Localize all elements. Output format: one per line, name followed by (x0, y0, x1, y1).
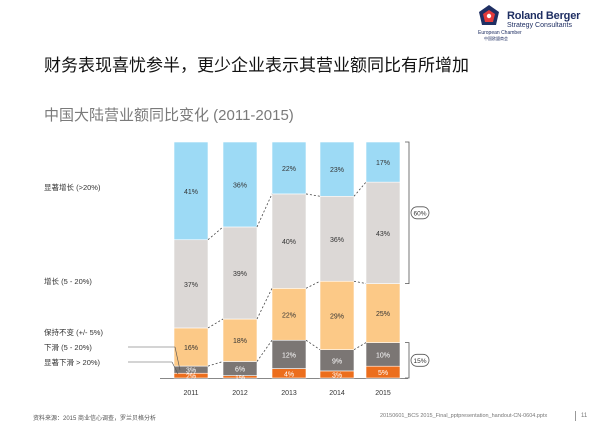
bar-segment (173, 239, 209, 329)
bar-segment (222, 141, 258, 228)
data-label: 5% (378, 370, 388, 377)
connector-line (305, 339, 321, 351)
bar-segment (271, 288, 307, 341)
bar-segment (319, 141, 355, 197)
data-label: 10% (376, 352, 390, 359)
data-label: 18% (233, 338, 247, 345)
page-number: 11 (581, 413, 588, 419)
data-label: 3% (186, 368, 196, 375)
x-tick-label: 2014 (329, 390, 345, 397)
data-label: 43% (376, 231, 390, 238)
data-label: 23% (330, 167, 344, 174)
logo-chamber: European Chamber (478, 30, 522, 36)
data-label: 36% (330, 237, 344, 244)
legend-leader-line (174, 346, 181, 371)
legend-label: 显著增长 (>20%) (44, 182, 101, 192)
connector-line (353, 280, 367, 284)
legend-label: 下滑 (5 - 20%) (44, 342, 92, 352)
bracket-decline-line (405, 342, 410, 379)
bar-segment (271, 141, 307, 195)
legend-label: 显著下滑 > 20%) (44, 357, 101, 367)
legend-leader-line (171, 361, 179, 375)
bar-segment (319, 280, 355, 350)
bar-segment (173, 141, 209, 241)
footer-source: 资料来源：2015 商业信心调查，罗兰贝格分析 (33, 416, 157, 422)
bar-segment (365, 283, 401, 343)
data-label: 4% (284, 371, 294, 378)
connector-line (305, 280, 321, 289)
bracket-growth-label: 60% (413, 210, 426, 217)
page-headline: 财务表现喜忧参半，更少企业表示其营业额同比有所增加 (44, 56, 469, 75)
bar-segment (222, 318, 258, 362)
bar-segment (319, 195, 355, 282)
connector-line (207, 226, 224, 241)
bar-segment (173, 327, 209, 367)
bracket-decline-label: 15% (413, 358, 426, 365)
logo-chamber-cn: 中国欧盟商会 (484, 36, 508, 41)
bar-segment (271, 339, 307, 369)
data-label: 41% (184, 189, 198, 196)
bar-segment (222, 226, 258, 320)
data-label: 40% (282, 239, 296, 246)
data-label: 6% (235, 367, 245, 374)
x-tick-label: 2012 (232, 390, 248, 397)
connector-line (256, 340, 273, 362)
data-label: 39% (233, 271, 247, 278)
bracket-growth-line (405, 141, 410, 284)
legend-label: 增长 (5 - 20%) (44, 276, 92, 286)
footer-divider (575, 411, 576, 421)
roland-berger-logo: Roland Berger Strategy Consultants Europ… (478, 4, 608, 41)
data-label: 22% (282, 166, 296, 173)
connector-line (353, 342, 367, 351)
logo-emblem-icon (479, 5, 499, 25)
data-label: 16% (184, 345, 198, 352)
data-label: 29% (330, 313, 344, 320)
legend-label: 保持不变 (+/- 5%) (44, 327, 103, 337)
connector-line (256, 288, 273, 320)
x-tick-label: 2015 (375, 390, 391, 397)
data-label: 17% (376, 160, 390, 167)
footer-file-name: 20150601_BCS 2015_Final_pptpresentation_… (380, 413, 548, 419)
data-label: 25% (376, 311, 390, 318)
connector-line (305, 193, 321, 197)
x-tick-label: 2013 (281, 390, 297, 397)
data-label: 2% (186, 374, 196, 381)
logo-tagline: Strategy Consultants (507, 22, 572, 29)
data-label: 1% (235, 375, 245, 382)
bracket-decline-badge (410, 353, 430, 367)
connector-line (207, 318, 224, 329)
data-label: 37% (184, 282, 198, 289)
data-label: 9% (332, 358, 342, 365)
data-label: 36% (233, 182, 247, 189)
chart-title: 中国大陆营业额同比变化 (2011-2015) (44, 107, 294, 124)
data-label: 3% (332, 372, 342, 379)
data-label: 12% (282, 352, 296, 359)
bar-segment (365, 181, 401, 284)
bracket-growth-badge (410, 206, 430, 220)
x-tick-label: 2011 (183, 390, 198, 397)
connector-line (207, 361, 224, 367)
logo-brand: Roland Berger (507, 10, 581, 22)
connector-line (256, 193, 273, 228)
bar-segment (365, 141, 401, 183)
connector-line (353, 181, 367, 197)
data-label: 22% (282, 312, 296, 319)
